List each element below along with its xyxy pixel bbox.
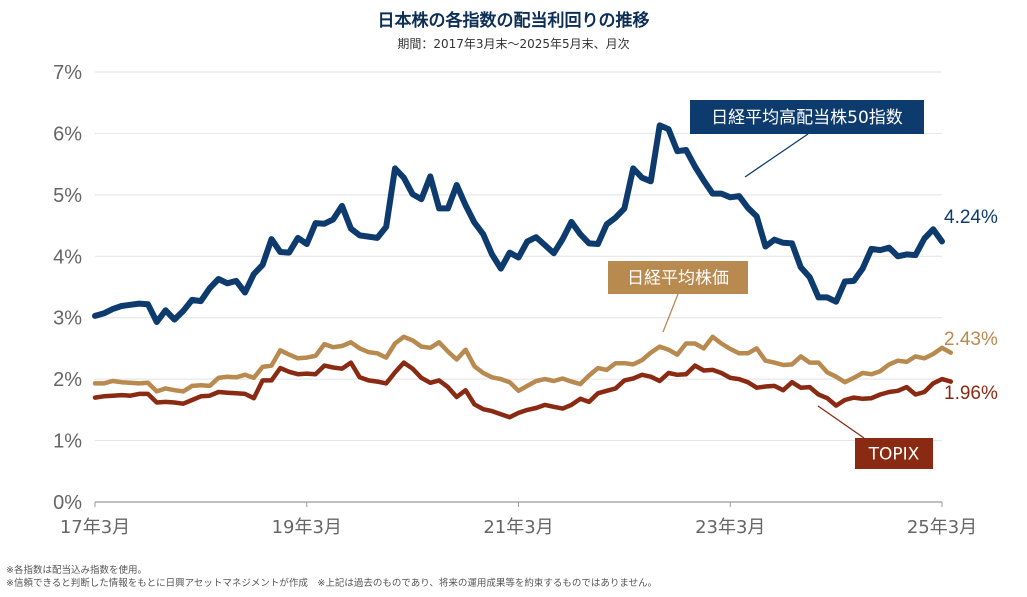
end-value-label-nikkei-225: 2.43% [944,329,998,350]
chart-subtitle: 期間：2017年3月末～2025年5月末、月次 [397,37,630,51]
y-tick-label: 3% [53,308,82,330]
series-line-topix [92,360,954,420]
y-tick-label: 7% [53,62,82,84]
series-label-topix: TOPIX [868,445,920,465]
x-axis-ticks: 17年3月 19年3月 21年3月 23年3月 25年3月 [60,502,977,538]
x-tick-label: 23年3月 [695,517,765,538]
y-tick-label: 2% [53,369,82,391]
y-tick-label: 4% [53,246,82,268]
series-line-nikkei-high-dividend-50 [92,122,945,325]
chart-title: 日本株の各指数の配当利回りの推移 [377,11,650,31]
series-label-nikkei-225: 日経平均株価 [627,269,729,289]
leader-line-nikkei-225 [662,293,679,333]
footnote-2: ※信頼できると判断した情報をもとに日興アセットマネジメントが作成 ※上記は過去の… [6,578,658,589]
y-axis-ticks: 0% 1% 2% 3% 4% 5% 6% 7% [53,62,82,514]
series-label-box-nikkei-high-dividend-50 [690,100,924,134]
leader-line-nikkei-high-dividend-50 [744,133,809,178]
x-tick-label: 25年3月 [907,517,977,538]
x-tick-label: 19年3月 [272,517,342,538]
footnotes: ※各指数は配当込み指数を使用。 ※信頼できると判断した情報をもとに日興アセットマ… [6,564,657,590]
x-tick-label: 21年3月 [483,517,553,538]
series-line-nikkei-225 [92,334,954,394]
series-label-box-nikkei-225 [608,261,748,294]
y-tick-label: 0% [53,492,82,514]
series-lines [92,122,954,420]
end-value-label-topix: 1.96% [944,383,998,404]
y-tick-label: 5% [53,185,82,207]
series-label-box-topix [855,438,933,469]
end-value-label-nikkei-high-dividend-50: 4.24% [944,207,998,228]
y-tick-label: 6% [53,123,82,145]
leader-line-topix [817,405,865,439]
footnote-1: ※各指数は配当込み指数を使用。 [6,565,147,576]
x-tick-label: 17年3月 [60,517,130,538]
series-label-nikkei-high-dividend-50: 日経平均高配当株50指数 [711,108,903,128]
y-tick-label: 1% [53,431,82,453]
